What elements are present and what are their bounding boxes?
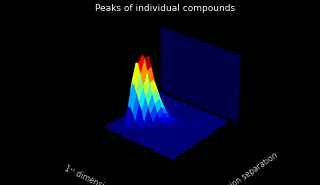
X-axis label: 1ˢᵗ dimension separation: 1ˢᵗ dimension separation [63,164,153,185]
Title: Peaks of individual compounds: Peaks of individual compounds [95,4,235,13]
Y-axis label: 2ⁿᵈ dimension separation: 2ⁿᵈ dimension separation [195,151,279,185]
